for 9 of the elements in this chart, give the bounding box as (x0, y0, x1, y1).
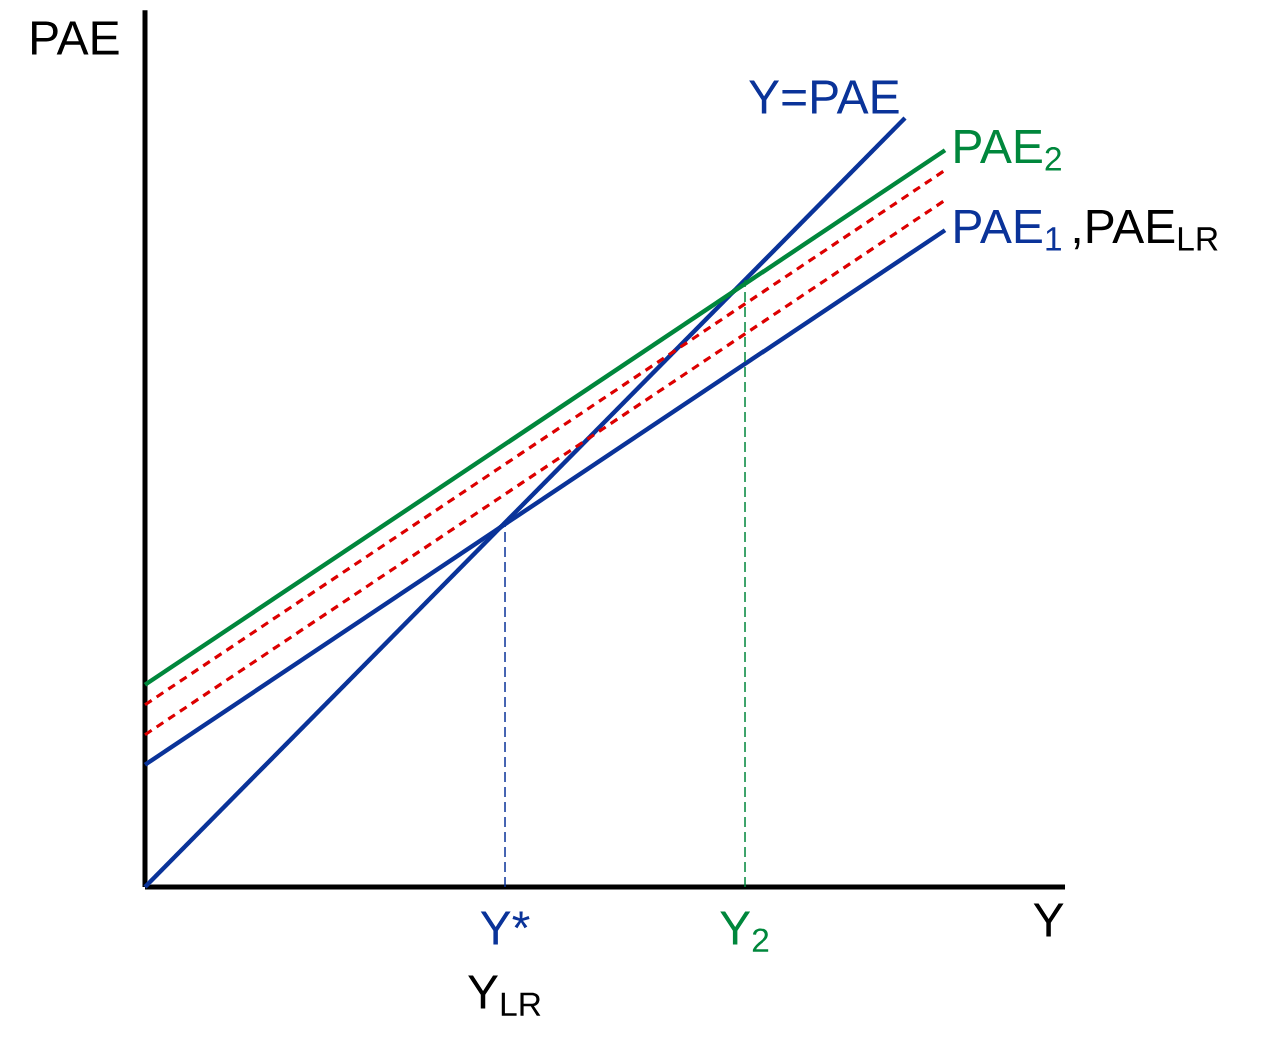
series-label: PAE$_{2}$ (955, 130, 1061, 171)
series-label: PAE$_{1}$ (955, 210, 1061, 251)
y-axis-title: PAE (32, 21, 119, 55)
x-tick-label: Y$_{2}$ (720, 911, 769, 952)
x-tick-label: Y* (480, 911, 530, 945)
text: Y$_{LR}$ (468, 975, 541, 1016)
x-axis-title: Y (1033, 903, 1064, 937)
series-label: Y=PAE (749, 80, 899, 114)
text: ,PAE$_{LR}$ (1074, 210, 1218, 251)
